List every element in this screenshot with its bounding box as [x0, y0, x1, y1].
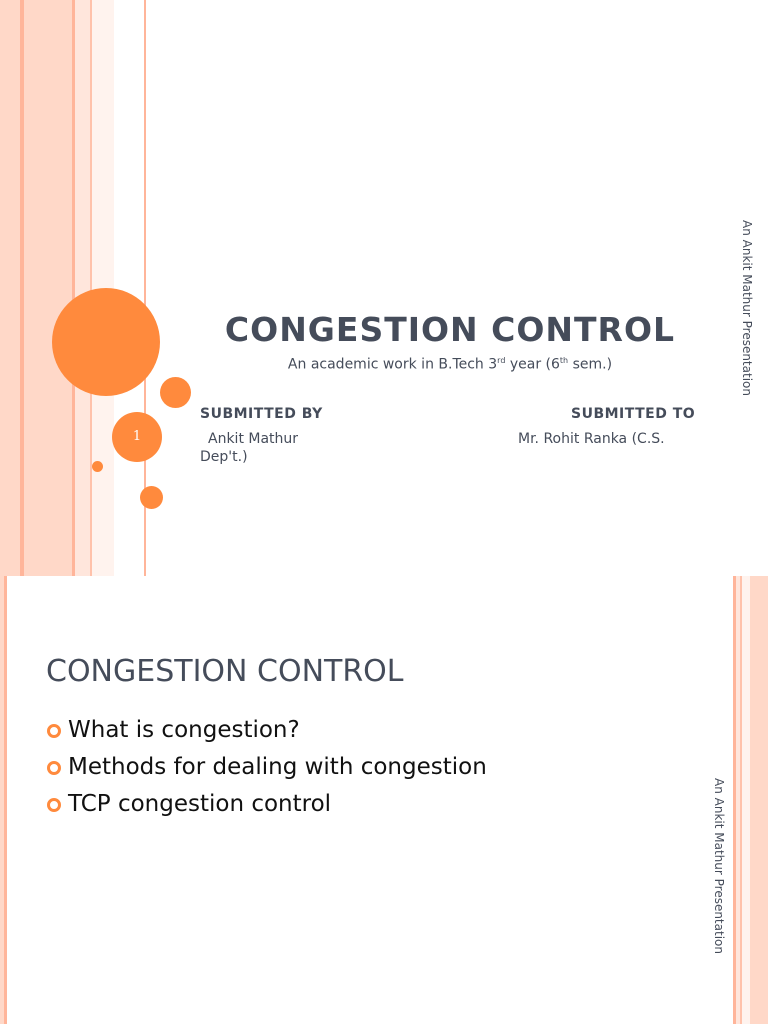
bullet-ring-icon: [47, 761, 61, 775]
list-item: TCP congestion control: [46, 786, 487, 823]
page-number: 1: [112, 412, 162, 462]
bullet-ring-icon: [47, 724, 61, 738]
content-slide: [0, 576, 768, 1024]
stripe-decoration: [90, 0, 92, 576]
submitter-name: Ankit Mathur: [208, 431, 299, 447]
stripe-decoration: [0, 0, 20, 576]
stripe-decoration: [736, 576, 740, 1024]
small-decorative-circle: [160, 377, 191, 408]
stripe-decoration: [740, 576, 742, 1024]
small-decorative-circle: [140, 486, 163, 509]
stripe-decoration: [20, 0, 24, 576]
stripe-decoration: [0, 576, 4, 1024]
vertical-footer-text: An Ankit Mathur Presentation: [740, 220, 754, 396]
submitted-by-label: SUBMITTED BY: [200, 406, 323, 422]
stripe-decoration: [24, 0, 72, 576]
stripe-decoration: [72, 0, 75, 576]
stripe-decoration: [742, 576, 750, 1024]
stripe-decoration: [144, 0, 146, 576]
slide-title: CONGESTION CONTROL: [46, 654, 404, 689]
slide-title: CONGESTION CONTROL: [224, 310, 676, 349]
submitted-to-dept: Dep't.): [200, 449, 248, 465]
stripe-decoration: [4, 576, 7, 1024]
vertical-footer-text: An Ankit Mathur Presentation: [712, 778, 726, 954]
list-item: What is congestion?: [46, 712, 487, 749]
list-item: Methods for dealing with congestion: [46, 749, 487, 786]
tiny-decorative-circle: [92, 461, 103, 472]
large-decorative-circle: [52, 288, 160, 396]
submitted-to-name: Mr. Rohit Ranka (C.S.: [518, 431, 665, 447]
bullet-list: What is congestion? Methods for dealing …: [46, 712, 487, 823]
slide-subtitle: An academic work in B.Tech 3rd year (6th…: [287, 356, 613, 373]
bullet-ring-icon: [47, 798, 61, 812]
submitted-to-label: SUBMITTED TO: [571, 406, 696, 422]
stripe-decoration: [750, 576, 768, 1024]
stripe-decoration: [733, 576, 736, 1024]
title-slide: 1 CONGESTION CONTROL An academic work in…: [0, 0, 754, 576]
stripe-decoration: [75, 0, 90, 576]
